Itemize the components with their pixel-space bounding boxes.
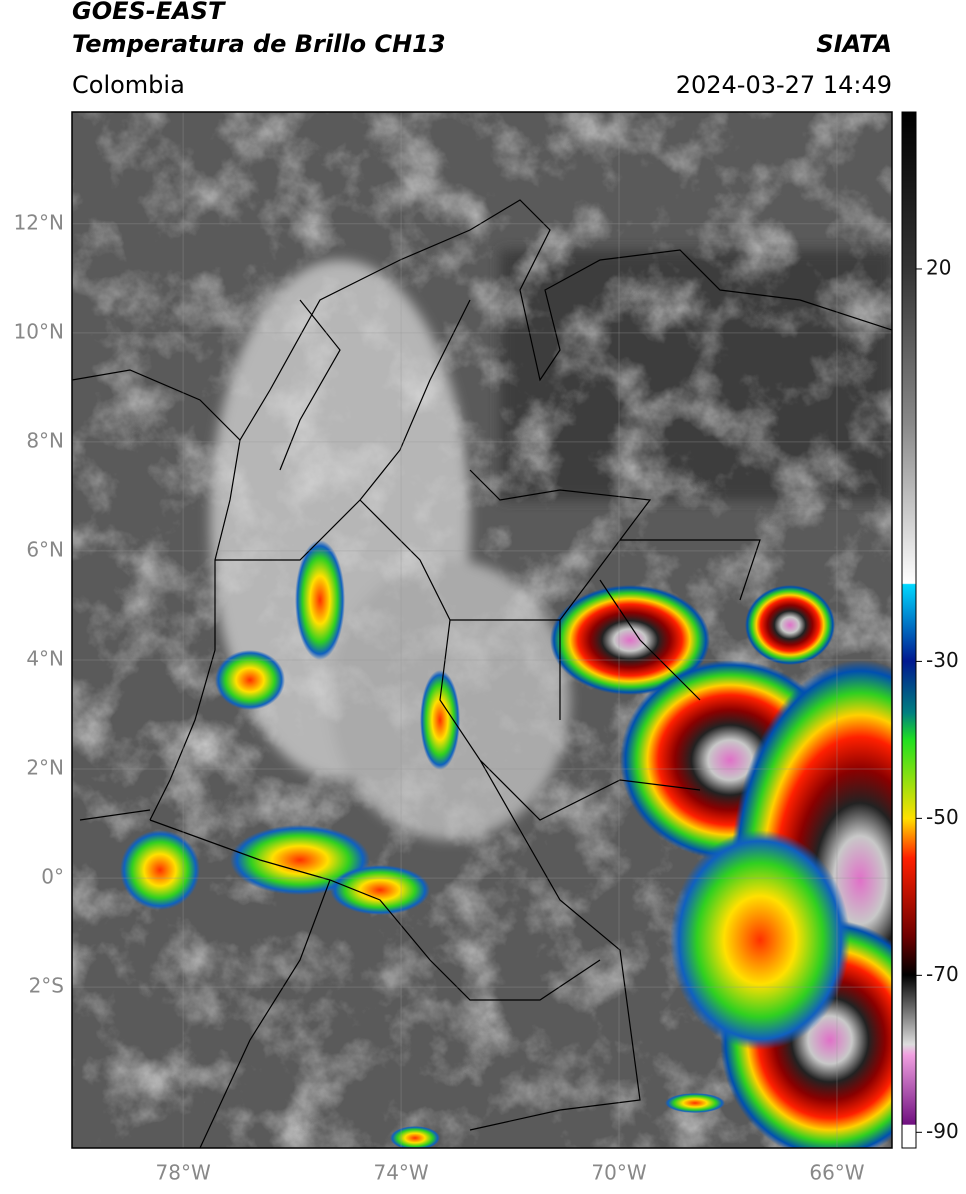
lon-tick-label: 66°W [809, 1161, 864, 1185]
colorbar-tick-label: -70 [926, 962, 959, 986]
lat-tick-label: 4°N [26, 646, 64, 670]
lat-tick-label: 12°N [14, 210, 64, 234]
graticule [72, 112, 892, 1148]
lon-tick-label: 78°W [156, 1161, 211, 1185]
lat-tick-label: 6°N [26, 537, 64, 561]
title: GOES-EAST [72, 0, 226, 25]
lat-tick-label: 8°N [26, 428, 64, 452]
lat-tick-label: 10°N [14, 319, 64, 343]
colorbar-tick-label: -90 [926, 1119, 959, 1143]
datetime: 2024-03-27 14:49 [676, 71, 892, 99]
map-frame [71, 111, 893, 1149]
lat-tick-label: 2°S [29, 974, 64, 998]
colorbar-tick-label: 20 [926, 255, 951, 279]
colorbar-tick-label: -50 [926, 805, 959, 829]
source: SIATA [816, 30, 892, 58]
lat-tick-label: 2°N [26, 756, 64, 780]
region: Colombia [72, 71, 185, 99]
colorbar-tick-label: -30 [926, 648, 959, 672]
satellite-image [72, 112, 892, 1148]
subtitle: Temperatura de Brillo CH13 [72, 30, 446, 58]
lon-tick-label: 74°W [373, 1161, 428, 1185]
lon-tick-label: 70°W [591, 1161, 646, 1185]
lat-tick-label: 0° [41, 865, 64, 889]
colorbar [901, 111, 917, 1149]
